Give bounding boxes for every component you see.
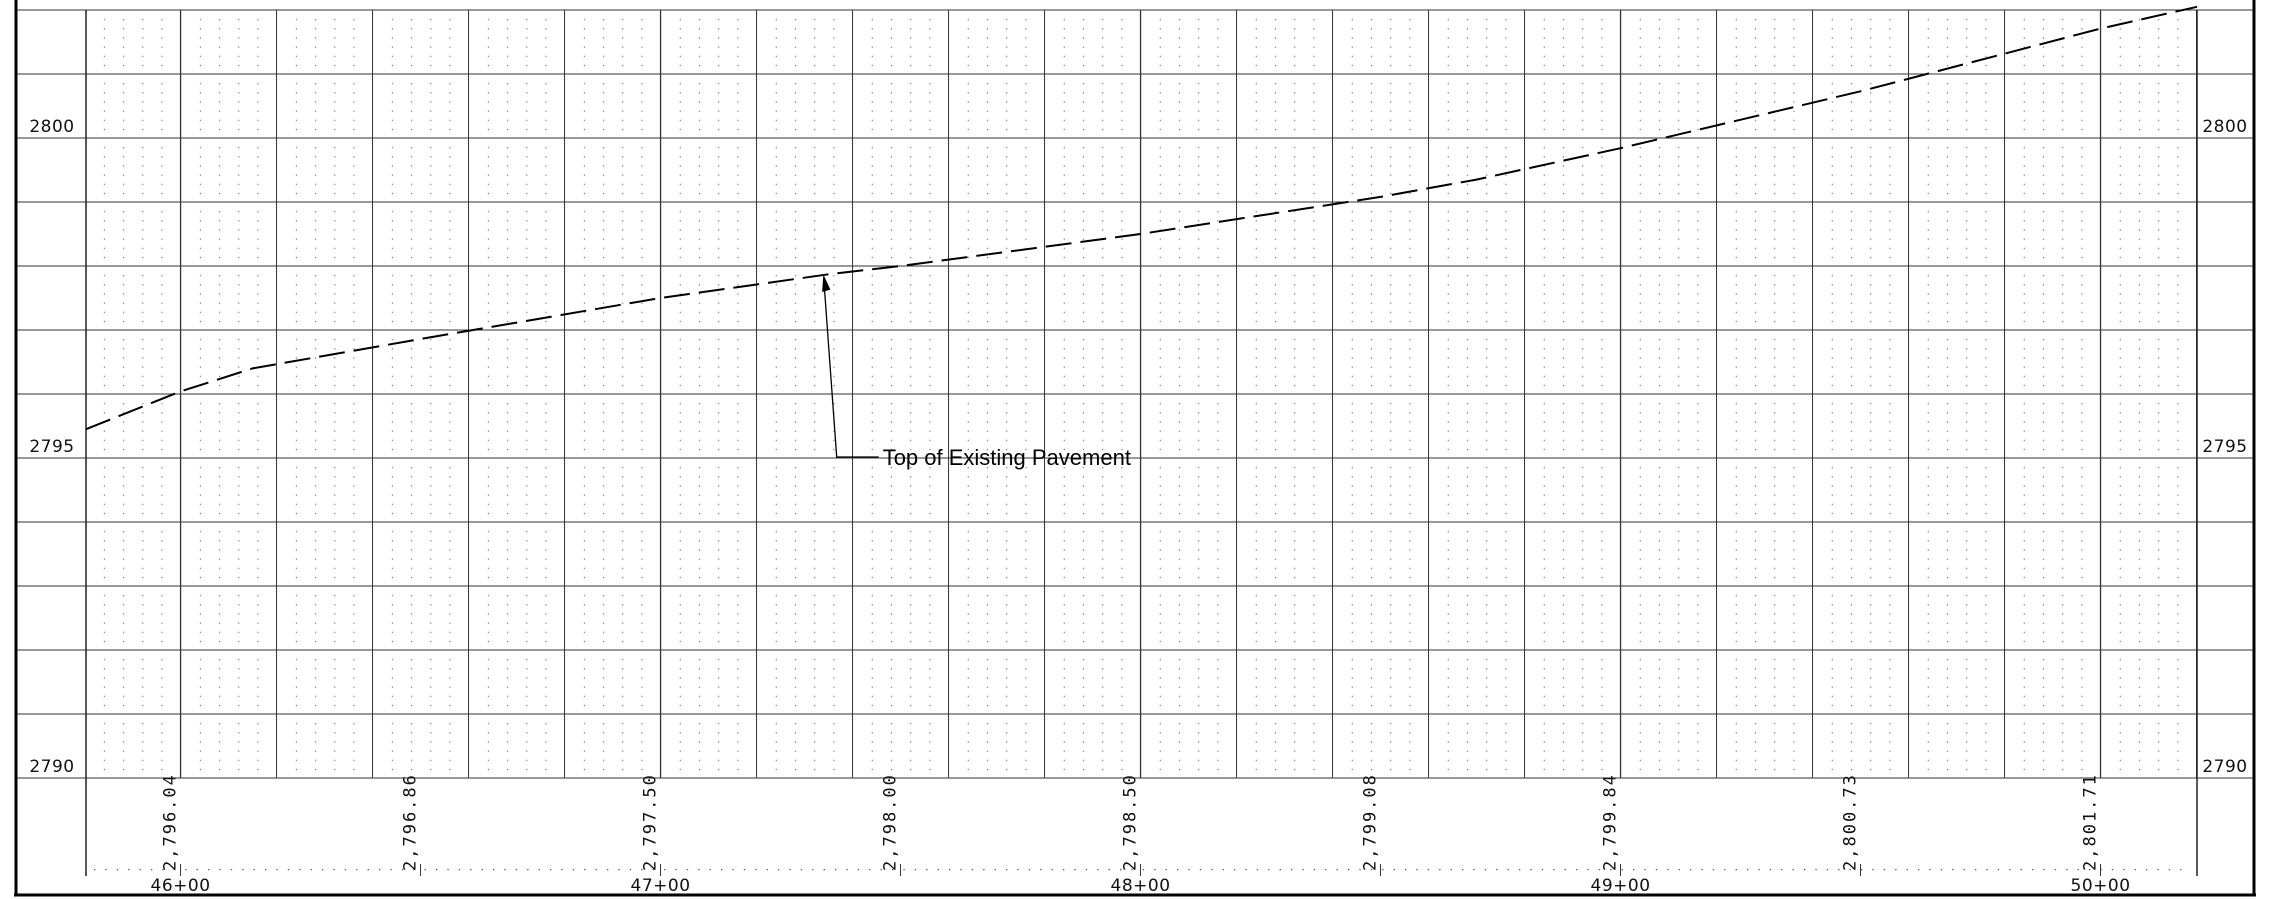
- elevation-axis-labels: 2800 2800 2795 2795 2790 2790: [29, 117, 2247, 777]
- station-label: 49+00: [1591, 876, 1651, 896]
- elevation-value-label: 2,799.08: [1361, 773, 1381, 871]
- elevation-value-label: 2,797.50: [641, 773, 661, 871]
- elevation-value-label: 2,796.04: [161, 773, 181, 871]
- station-label: 47+00: [631, 876, 691, 896]
- elevation-value-label: 2,800.73: [1841, 773, 1861, 871]
- elevation-value-labels: 2,796.04 2,796.86 2,797.50 2,798.00 2,798.50…: [161, 773, 2102, 876]
- annotation-arrowhead: [822, 276, 831, 292]
- elevation-value-label: 2,796.86: [401, 773, 421, 871]
- station-labels: 46+00 47+00 48+00 49+00 50+00: [151, 876, 2131, 896]
- pavement-profile-line: [85, 5, 2198, 431]
- elevation-tick-left: 2795: [29, 437, 74, 457]
- elevation-tick-right: 2795: [2202, 437, 2247, 457]
- elevation-value-label: 2,801.71: [2081, 773, 2101, 871]
- station-label: 50+00: [2071, 876, 2131, 896]
- elevation-value-label: 2,799.84: [1601, 773, 1621, 871]
- profile-annotation: Top of Existing Pavement: [822, 276, 1131, 470]
- annotation-label: Top of Existing Pavement: [883, 445, 1131, 470]
- profile-grid: [16, 9, 2254, 876]
- profile-series-line: [85, 5, 2198, 431]
- sheet-border: [14, 0, 2256, 897]
- elevation-value-label: 2,798.50: [1121, 773, 1141, 871]
- annotation-leader-line: [823, 278, 879, 458]
- elevation-tick-right: 2790: [2202, 757, 2247, 777]
- elevation-tick-left: 2800: [29, 117, 74, 137]
- elevation-tick-right: 2800: [2202, 117, 2247, 137]
- elevation-tick-left: 2790: [29, 757, 74, 777]
- elevation-value-label: 2,798.00: [881, 773, 901, 871]
- station-label: 48+00: [1111, 876, 1171, 896]
- station-label: 46+00: [151, 876, 211, 896]
